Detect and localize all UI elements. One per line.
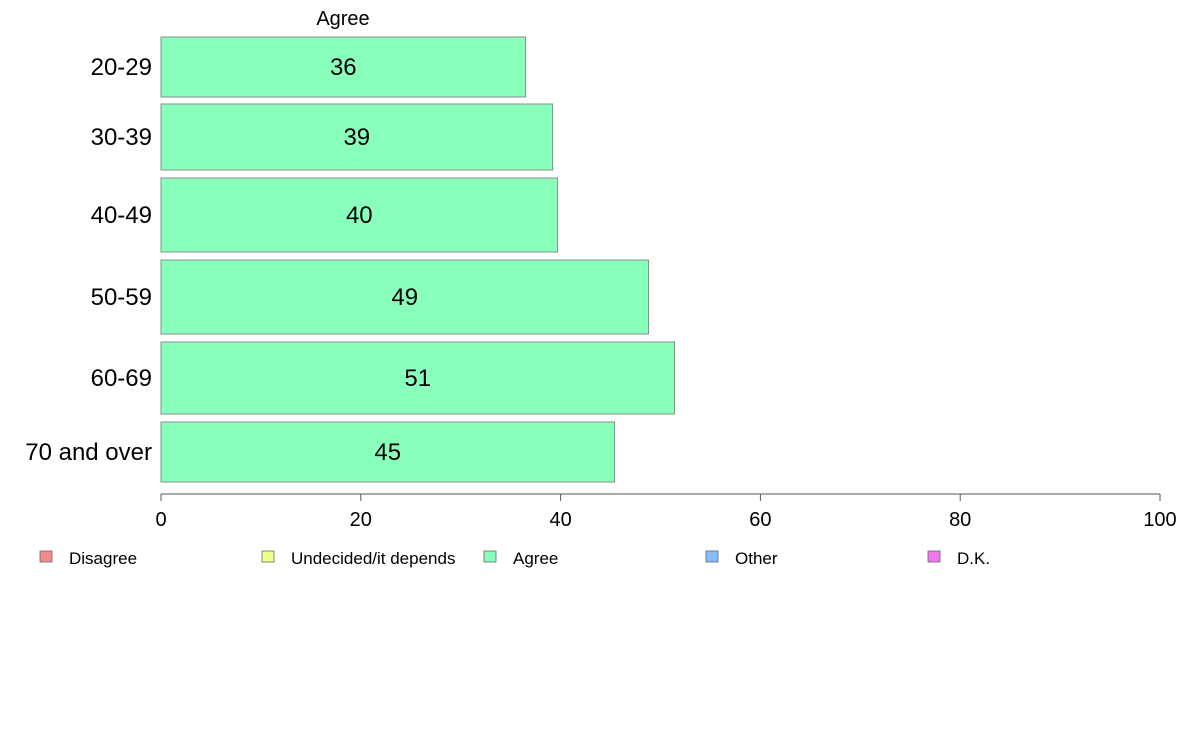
x-tick-label: 0 (155, 509, 166, 531)
legend: Disagree Undecided/it depends Agree Other D.… (39, 549, 990, 568)
category-label: 60-69 (91, 365, 152, 392)
category-label: 20-29 (91, 54, 152, 81)
legend-label: Disagree (69, 549, 137, 568)
x-axis: 0 20 40 60 80 100 (155, 493, 1177, 531)
bars-group: 20-29 36 30-39 39 40-49 40 50-59 49 60-69 51 70 an… (25, 36, 675, 483)
legend-swatch (39, 550, 53, 563)
bar (160, 421, 616, 483)
category-label: 70 and over (25, 439, 152, 466)
bar-value-label: 36 (330, 54, 357, 81)
bar-value-label: 40 (346, 202, 373, 229)
legend-label: Agree (513, 549, 558, 568)
category-label: 30-39 (91, 124, 152, 151)
bar-value-label: 45 (374, 439, 401, 466)
x-tick-label: 20 (350, 509, 372, 531)
bar (160, 341, 675, 415)
bar (160, 259, 650, 335)
category-label: 40-49 (91, 202, 152, 229)
legend-swatch (261, 550, 275, 563)
legend-swatch (483, 550, 497, 563)
chart-title: Agree (316, 8, 369, 30)
legend-label: D.K. (957, 549, 990, 568)
x-tick-label: 40 (549, 509, 571, 531)
bar-value-label: 39 (343, 124, 370, 151)
x-tick-label: 100 (1143, 509, 1176, 531)
legend-label: Other (735, 549, 778, 568)
legend-label: Undecided/it depends (291, 549, 455, 568)
bar-value-label: 51 (404, 365, 431, 392)
category-label: 50-59 (91, 284, 152, 311)
x-tick-label: 80 (949, 509, 971, 531)
bar (160, 103, 554, 171)
x-tick-label: 60 (749, 509, 771, 531)
legend-swatch (927, 550, 941, 563)
legend-swatch (705, 550, 719, 563)
bar-value-label: 49 (391, 284, 418, 311)
bar (160, 177, 559, 253)
bar (160, 36, 527, 98)
